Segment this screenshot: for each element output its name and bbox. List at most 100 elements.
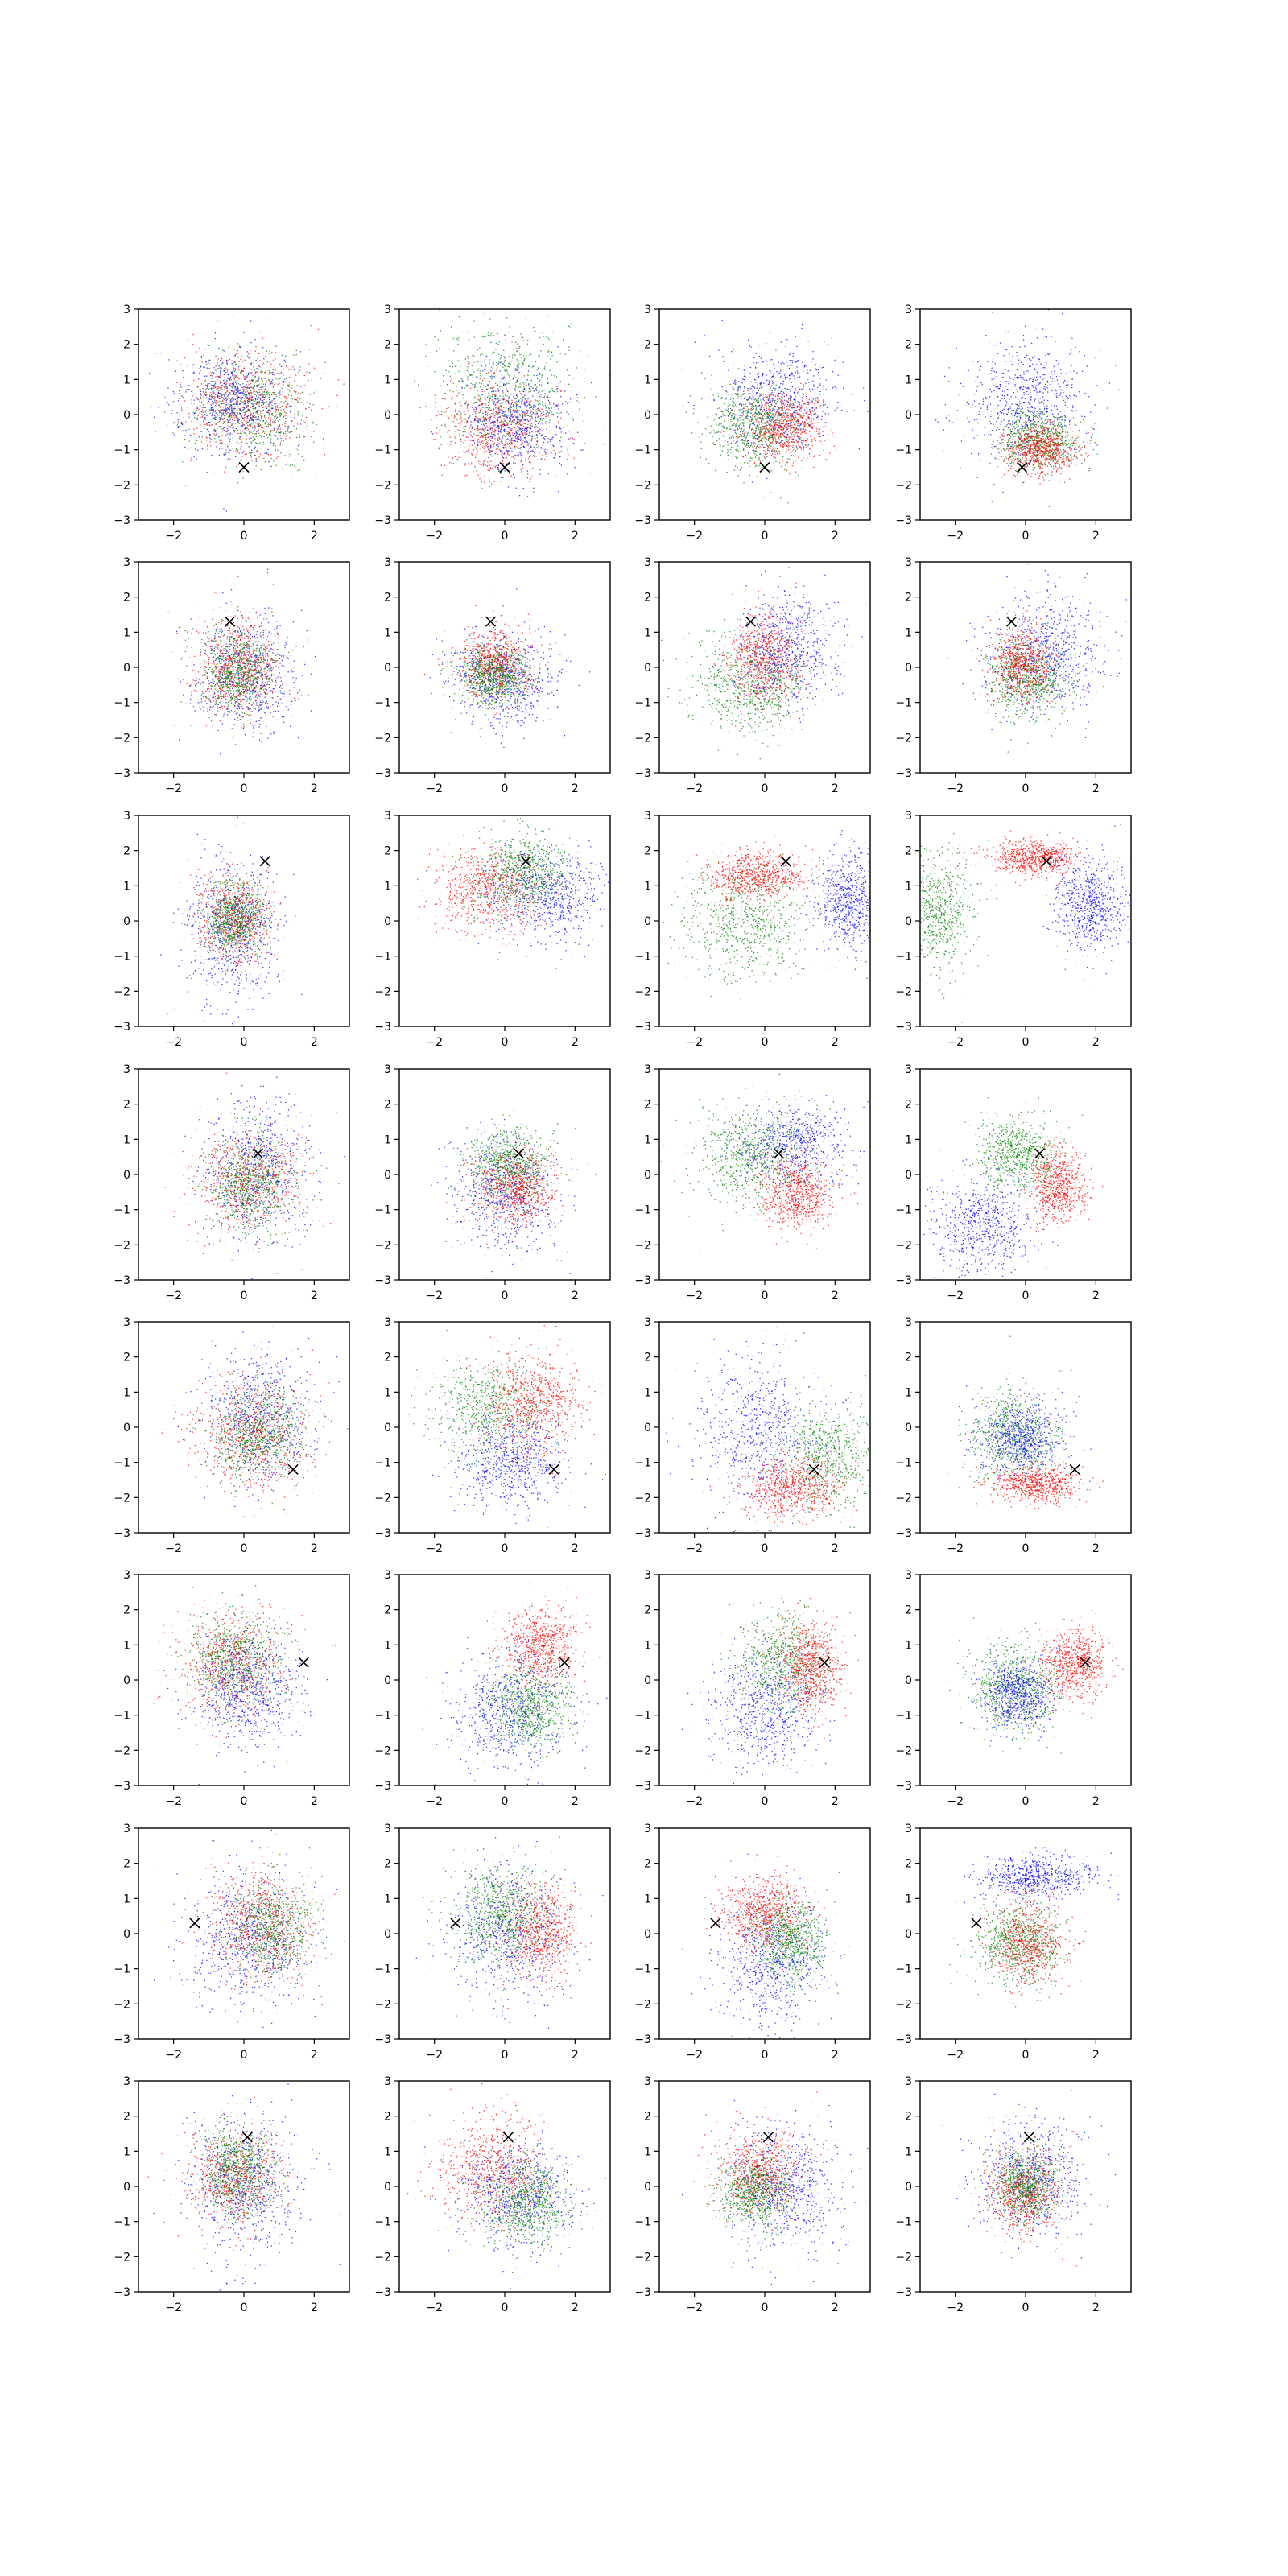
- scatter-point: [178, 427, 179, 428]
- scatter-point: [516, 369, 517, 370]
- scatter-point: [531, 406, 532, 407]
- scatter-point: [521, 444, 522, 445]
- scatter-point: [818, 372, 819, 373]
- scatter-point: [451, 327, 452, 328]
- scatter-point: [546, 413, 547, 414]
- scatter-point: [771, 392, 772, 393]
- scatter-point: [237, 388, 238, 389]
- scatter-point: [483, 461, 484, 462]
- scatter-point: [216, 434, 217, 435]
- scatter-point: [523, 419, 524, 420]
- scatter-point: [238, 378, 239, 379]
- scatter-point: [446, 370, 447, 371]
- scatter-point: [214, 397, 215, 398]
- scatter-point: [224, 370, 225, 371]
- scatter-point: [218, 377, 219, 378]
- scatter-point: [207, 402, 208, 403]
- scatter-point: [281, 401, 282, 402]
- scatter-point: [497, 425, 498, 426]
- scatter-point: [269, 399, 270, 400]
- scatter-point: [538, 423, 539, 424]
- scatter-point: [440, 330, 441, 331]
- scatter-point: [270, 466, 271, 467]
- scatter-point: [485, 386, 486, 387]
- scatter-point: [281, 438, 282, 439]
- scatter-point: [219, 455, 220, 456]
- scatter-point: [213, 388, 214, 389]
- scatter-point: [511, 428, 512, 429]
- scatter-point: [479, 478, 480, 479]
- scatter-point: [205, 410, 206, 411]
- scatter-point: [247, 416, 248, 417]
- scatter-point: [257, 411, 258, 412]
- scatter-point: [245, 411, 246, 412]
- scatter-point: [219, 412, 220, 413]
- scatter-point: [211, 389, 212, 390]
- scatter-point: [504, 377, 505, 378]
- scatter-point: [284, 379, 285, 380]
- scatter-point: [223, 398, 224, 399]
- scatter-point: [544, 368, 545, 369]
- scatter-point: [225, 449, 226, 450]
- scatter-point: [822, 367, 823, 368]
- scatter-point: [742, 433, 743, 434]
- scatter-point: [232, 375, 233, 376]
- scatter-point: [486, 426, 487, 427]
- scatter-point: [578, 402, 579, 403]
- scatter-point: [527, 445, 528, 446]
- scatter-point: [303, 460, 304, 461]
- scatter-point: [537, 378, 538, 379]
- scatter-point: [244, 368, 245, 369]
- scatter-point: [559, 463, 560, 464]
- scatter-point: [765, 457, 766, 458]
- scatter-point: [256, 461, 257, 462]
- scatter-point: [494, 425, 495, 426]
- scatter-point: [298, 411, 299, 412]
- scatter-point: [206, 387, 207, 388]
- scatter-point: [182, 430, 183, 431]
- scatter-point: [728, 370, 729, 371]
- scatter-point: [235, 399, 236, 400]
- scatter-point: [251, 403, 252, 404]
- scatter-point: [207, 368, 208, 369]
- scatter-point: [281, 414, 282, 415]
- scatter-point: [867, 411, 868, 412]
- scatter-point: [512, 432, 513, 433]
- scatter-point: [220, 367, 221, 368]
- scatter-point: [802, 328, 803, 329]
- scatter-point: [543, 438, 544, 439]
- scatter-point: [265, 389, 266, 390]
- blue-point-cluster: [431, 342, 592, 497]
- scatter-point: [501, 406, 502, 407]
- scatter-point: [497, 465, 498, 466]
- scatter-point: [478, 430, 479, 431]
- scatter-point: [271, 381, 272, 382]
- scatter-point: [233, 367, 234, 368]
- scatter-point: [772, 408, 773, 409]
- scatter-point: [802, 389, 803, 390]
- scatter-point: [744, 387, 745, 388]
- scatter-point: [450, 376, 451, 377]
- scatter-point: [473, 433, 474, 434]
- scatter-point: [473, 440, 474, 441]
- scatter-point: [182, 397, 183, 398]
- scatter-point: [305, 408, 306, 409]
- scatter-point: [819, 385, 820, 386]
- scatter-point: [218, 388, 219, 389]
- scatter-point: [529, 355, 530, 356]
- x-tick-label: −2: [426, 530, 443, 543]
- scatter-point: [490, 454, 491, 455]
- scatter-point: [825, 379, 826, 380]
- scatter-point: [222, 419, 223, 420]
- scatter-point: [297, 470, 298, 471]
- scatter-point: [512, 421, 513, 422]
- scatter-point: [184, 447, 185, 448]
- scatter-point: [260, 372, 261, 373]
- scatter-point: [205, 394, 206, 395]
- scatter-point: [240, 359, 241, 360]
- scatter-point: [490, 461, 491, 462]
- scatter-point: [516, 350, 517, 351]
- scatter-point: [527, 340, 528, 341]
- scatter-point: [280, 452, 281, 453]
- scatter-point: [524, 447, 525, 448]
